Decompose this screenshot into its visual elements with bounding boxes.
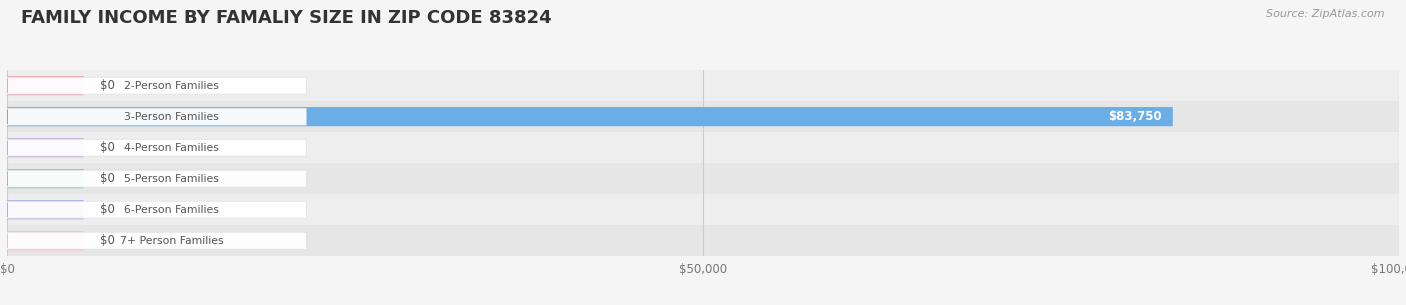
Text: 2-Person Families: 2-Person Families <box>124 81 219 91</box>
Text: 7+ Person Families: 7+ Person Families <box>120 236 224 246</box>
Text: $0: $0 <box>100 234 115 247</box>
Bar <box>7 132 1399 163</box>
Text: Source: ZipAtlas.com: Source: ZipAtlas.com <box>1267 9 1385 19</box>
FancyBboxPatch shape <box>7 169 83 188</box>
FancyBboxPatch shape <box>7 76 83 95</box>
FancyBboxPatch shape <box>7 201 307 218</box>
Text: $83,750: $83,750 <box>1108 110 1161 123</box>
Text: $0: $0 <box>100 79 115 92</box>
FancyBboxPatch shape <box>7 170 307 187</box>
Bar <box>7 163 1399 194</box>
FancyBboxPatch shape <box>7 108 307 125</box>
Bar <box>7 225 1399 256</box>
Bar <box>7 70 1399 101</box>
Bar <box>7 194 1399 225</box>
Text: 4-Person Families: 4-Person Families <box>124 143 219 153</box>
FancyBboxPatch shape <box>7 139 307 156</box>
Text: 5-Person Families: 5-Person Families <box>124 174 219 184</box>
FancyBboxPatch shape <box>7 232 307 249</box>
Text: 6-Person Families: 6-Person Families <box>124 205 219 215</box>
FancyBboxPatch shape <box>7 138 83 157</box>
Text: $0: $0 <box>100 203 115 216</box>
FancyBboxPatch shape <box>7 107 1173 126</box>
Text: $0: $0 <box>100 141 115 154</box>
FancyBboxPatch shape <box>7 231 83 250</box>
Bar <box>7 101 1399 132</box>
FancyBboxPatch shape <box>7 77 307 94</box>
Text: $0: $0 <box>100 172 115 185</box>
Text: FAMILY INCOME BY FAMALIY SIZE IN ZIP CODE 83824: FAMILY INCOME BY FAMALIY SIZE IN ZIP COD… <box>21 9 551 27</box>
Text: 3-Person Families: 3-Person Families <box>124 112 219 122</box>
FancyBboxPatch shape <box>7 200 83 219</box>
